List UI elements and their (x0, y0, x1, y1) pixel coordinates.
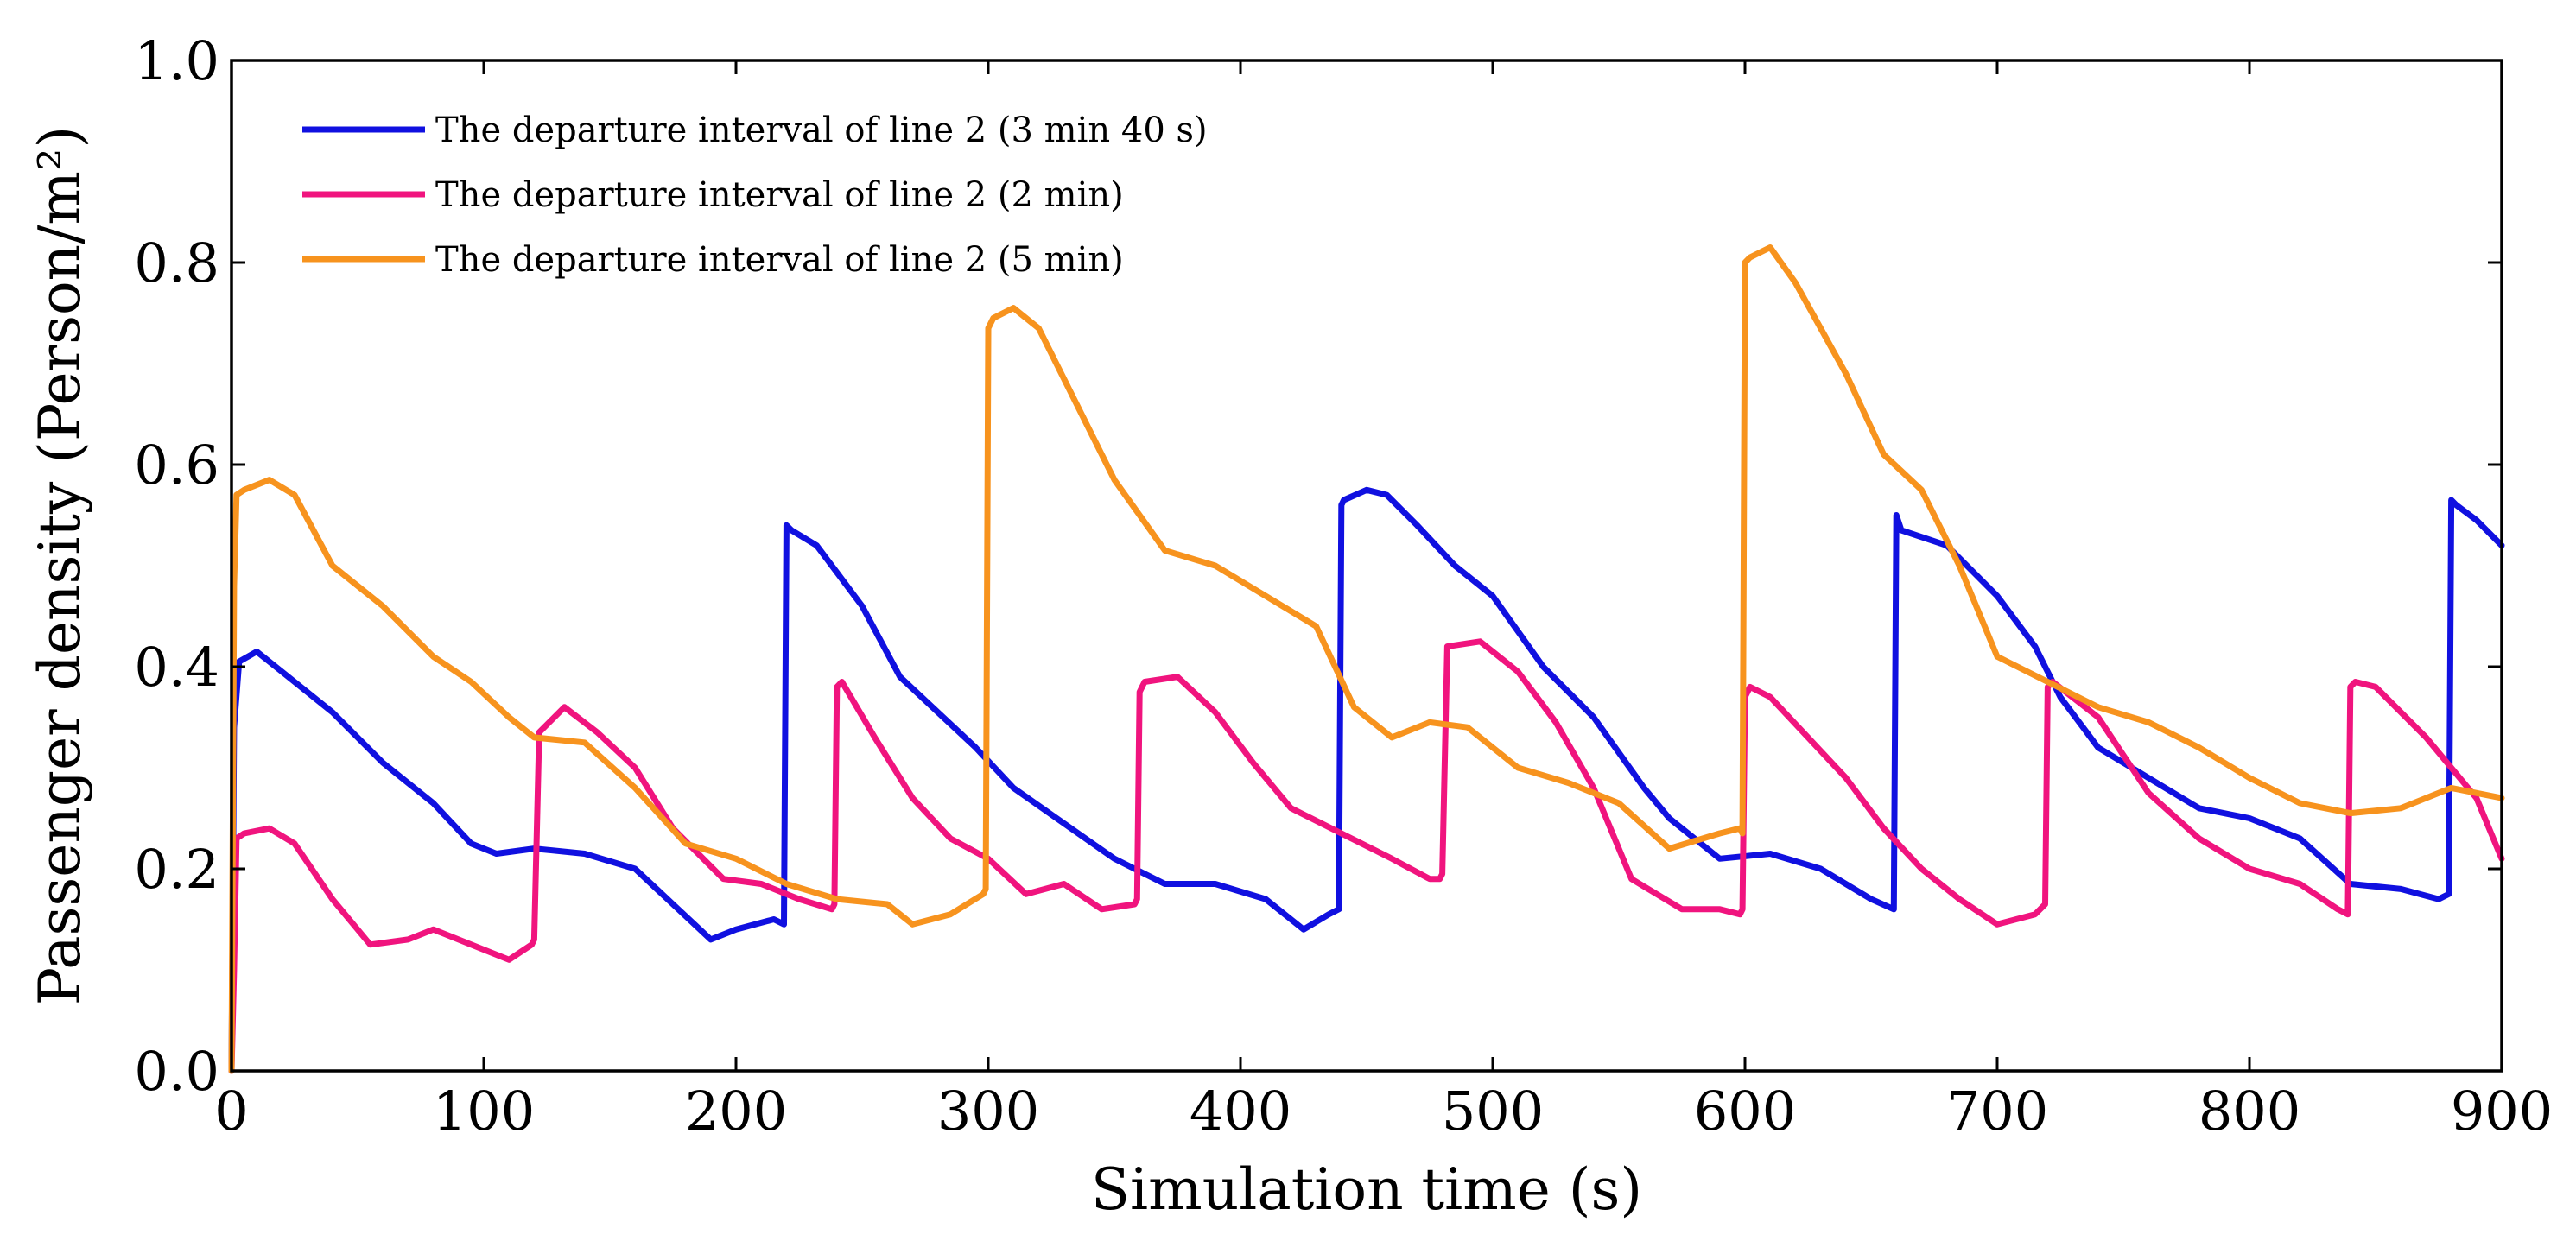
x-tick-label: 200 (685, 1080, 787, 1143)
legend-label-1: The departure interval of line 2 (2 min) (435, 175, 1124, 215)
series-line-0 (228, 486, 2505, 1074)
legend-label-0: The departure interval of line 2 (3 min … (435, 111, 1208, 150)
y-tick-label: 0.0 (134, 1040, 219, 1103)
y-tick-label: 0.2 (134, 838, 219, 901)
y-tick-label: 0.4 (134, 636, 219, 699)
x-axis-title: Simulation time (s) (1091, 1156, 1642, 1223)
plot-frame (230, 59, 2503, 1073)
x-tick-label: 0 (214, 1080, 248, 1143)
x-tick-label: 500 (1442, 1080, 1544, 1143)
series-line-2 (228, 244, 2505, 1074)
legend-label-2: The departure interval of line 2 (5 min) (435, 240, 1124, 280)
axis-tick-labels: 0 100 200 300 400 500 600 700 800 900 0.0 0.2 0.4 0.6… (134, 29, 2553, 1143)
x-tick-label: 600 (1694, 1080, 1796, 1143)
y-axis-title: Passenger density (Person/m²) (27, 126, 93, 1005)
x-tick-label: 900 (2451, 1080, 2553, 1143)
x-tick-label: 100 (433, 1080, 535, 1143)
x-tick-label: 800 (2198, 1080, 2300, 1143)
y-tick-label: 0.8 (134, 231, 219, 294)
axis-ticks (230, 59, 2503, 1073)
x-tick-label: 300 (937, 1080, 1039, 1143)
legend: The departure interval of line 2 (3 min … (302, 111, 1208, 280)
y-tick-label: 1.0 (134, 29, 219, 92)
x-tick-label: 400 (1190, 1080, 1291, 1143)
series-layer (228, 244, 2505, 1074)
x-tick-label: 700 (1946, 1080, 2048, 1143)
y-tick-label: 0.6 (134, 434, 219, 497)
series-line-1 (228, 638, 2505, 1074)
